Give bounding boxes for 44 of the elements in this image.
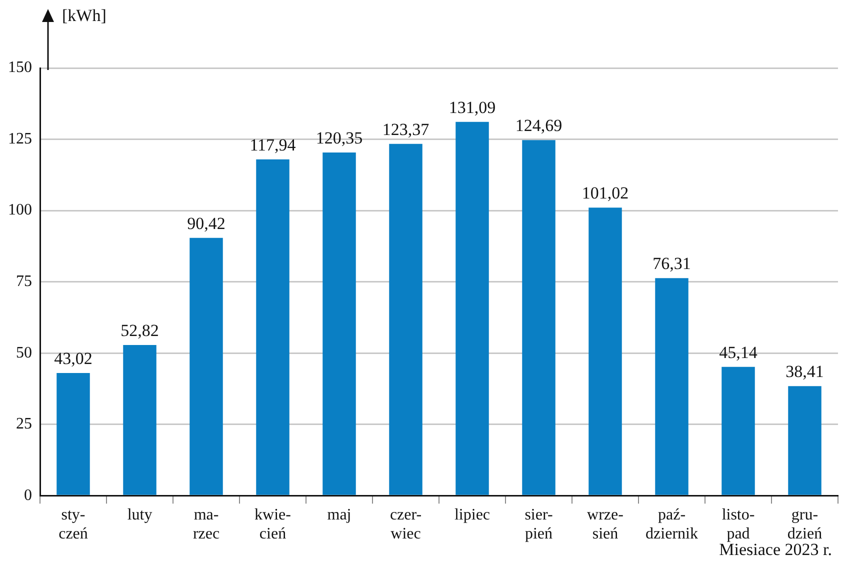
y-tick-label: 50: [16, 344, 32, 362]
bar: [123, 345, 156, 495]
bar: [588, 208, 622, 495]
bar: [655, 278, 688, 495]
bar: [788, 386, 822, 495]
data-label: 131,09: [448, 98, 496, 117]
x-tick-label: listo- pad: [722, 506, 755, 543]
data-label: 38,41: [786, 362, 824, 382]
y-tick-label: 25: [16, 416, 32, 433]
x-tick-label: luty: [127, 506, 152, 524]
y-tick-label: 125: [8, 130, 32, 148]
y-tick-label: 150: [8, 59, 32, 76]
x-tick-label: ma- rzec: [192, 506, 220, 543]
data-label: 123,37: [382, 120, 430, 139]
bar: [190, 238, 223, 495]
bar: [522, 140, 556, 495]
x-tick-label: czer- wiec: [390, 506, 422, 543]
y-tick-label: 0: [24, 486, 32, 504]
x-tick-label: gru- dzień: [787, 506, 822, 543]
x-tick-label: lipiec: [454, 506, 490, 524]
x-tick-label: paź- dziernik: [646, 506, 698, 543]
data-label: 101,02: [582, 184, 629, 203]
bar: [389, 144, 422, 495]
y-tick-label: 100: [8, 202, 32, 219]
y-tick-label: 75: [16, 273, 32, 290]
x-tick-label: sier- pień: [524, 506, 553, 543]
y-axis-title: [kWh]: [62, 6, 106, 26]
data-label: 43,02: [54, 348, 92, 368]
data-label: 117,94: [250, 135, 296, 154]
data-label: 90,42: [187, 214, 226, 233]
bar: [722, 366, 755, 495]
x-tick-label: sty- czeń: [58, 506, 88, 543]
bar: [256, 159, 290, 495]
data-label: 52,82: [120, 320, 159, 340]
x-tick-label: kwie- cień: [254, 506, 291, 543]
bar: [456, 122, 489, 495]
data-label: 45,14: [719, 342, 758, 362]
bar: [56, 372, 90, 495]
data-label: 124,69: [515, 116, 562, 136]
x-tick-label: wrze- sień: [587, 506, 624, 543]
data-label: 76,31: [652, 254, 691, 274]
x-tick-label: maj: [327, 506, 352, 524]
data-label: 120,35: [316, 128, 363, 148]
bar: [322, 152, 356, 495]
